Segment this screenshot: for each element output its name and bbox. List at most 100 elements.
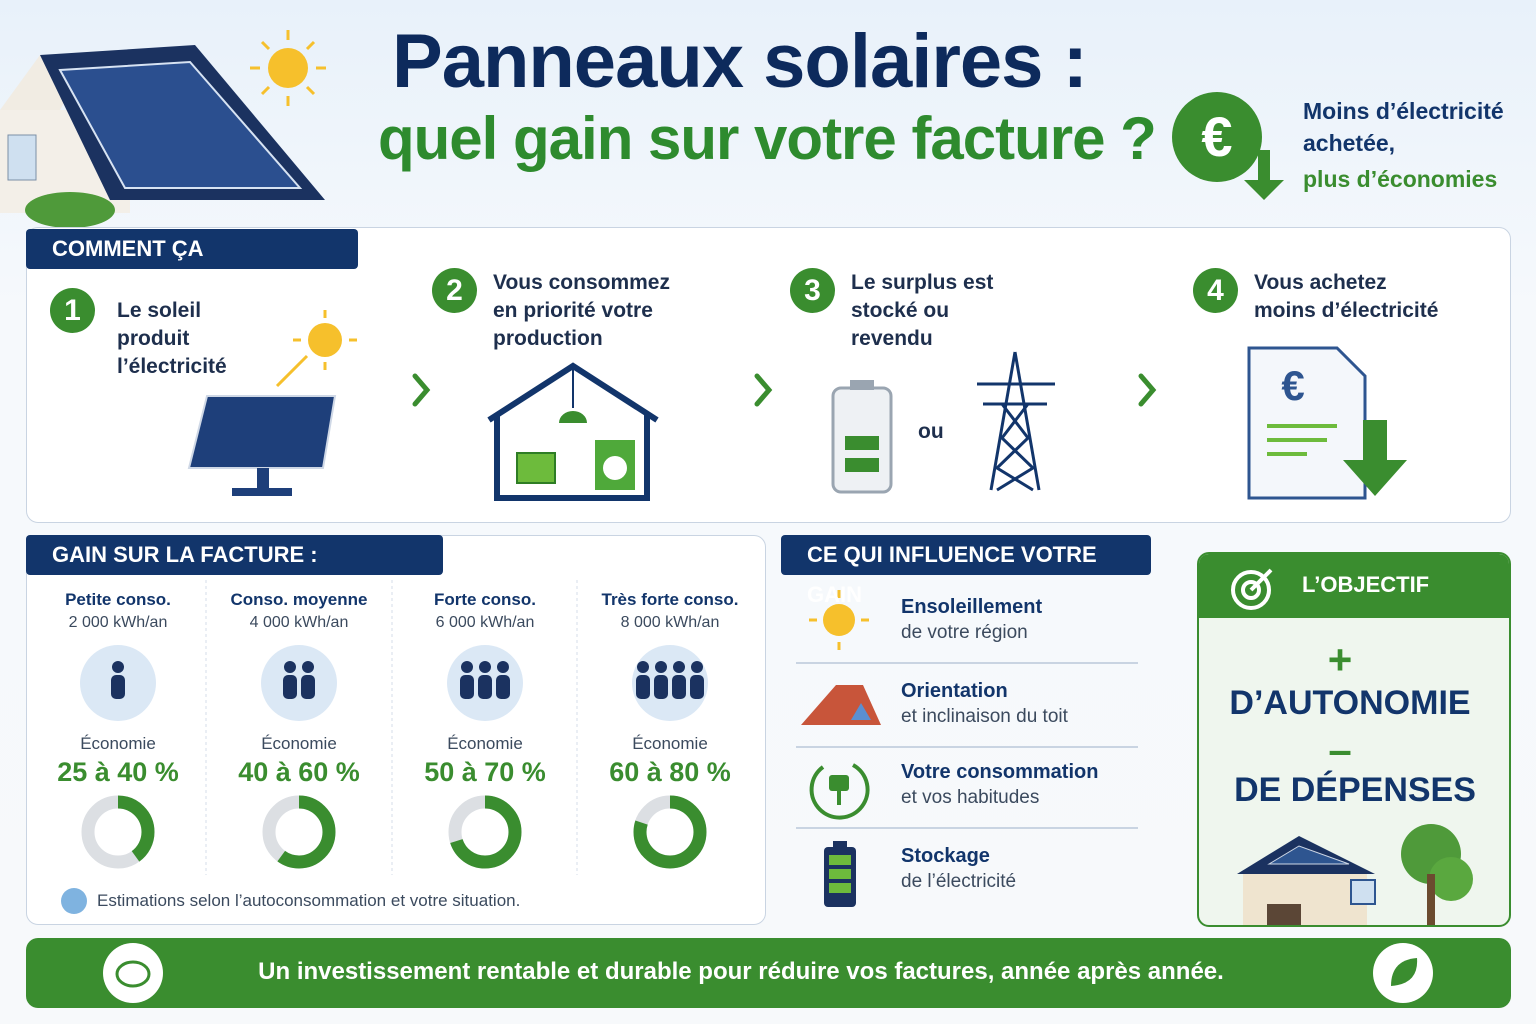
person-head <box>691 661 703 673</box>
factor-text: de l’électricité <box>901 871 1017 892</box>
step-text: production <box>493 327 603 350</box>
step-number: 1 <box>50 288 95 333</box>
house-icon <box>487 362 659 501</box>
example-consumption: 6 000 kWh/an <box>435 614 535 631</box>
factor-divider <box>796 662 1138 664</box>
saving-label: Économie <box>632 734 708 753</box>
person-body <box>672 675 686 699</box>
step-text: Vous achetez <box>1254 271 1387 294</box>
example-consumption: 4 000 kWh/an <box>249 614 349 631</box>
factor-text: et vos habitudes <box>901 787 1040 808</box>
person-body <box>301 675 315 699</box>
factors-area <box>781 535 1151 925</box>
saving-value: 50 à 70 % <box>424 757 546 787</box>
or-label: ou <box>918 420 944 443</box>
goal-house <box>1237 824 1473 925</box>
gauge-arc <box>262 795 336 869</box>
person-head <box>637 661 649 673</box>
person-head <box>284 661 296 673</box>
factor-text: et inclinaison du toit <box>901 706 1068 727</box>
section-title: COMMENT ÇA FONCTIONNE <box>26 229 358 301</box>
factor-title: Votre consommation <box>901 761 1099 783</box>
goal-title: L’OBJECTIF <box>1302 572 1430 597</box>
footer-banner <box>26 938 1511 1008</box>
goal-line: DE DÉPENSES <box>1234 771 1476 809</box>
down-arrow <box>1244 150 1284 200</box>
chevrons <box>412 373 1157 407</box>
saving-label: Économie <box>447 734 523 753</box>
example-label: Conso. moyenne <box>230 590 368 609</box>
battery-icon <box>831 380 893 494</box>
bush <box>25 192 115 228</box>
footer-text: Un investissement rentable et durable po… <box>258 958 1224 985</box>
subtitle: quel gain sur votre facture ? <box>378 105 1157 172</box>
goal-box <box>1197 552 1511 927</box>
examples-graphics <box>61 580 708 914</box>
example-consumption: 8 000 kWh/an <box>620 614 720 631</box>
saving-value: 25 à 40 % <box>57 757 179 787</box>
people-badge <box>261 645 337 721</box>
goal-plus: + <box>1327 636 1353 683</box>
target-icon <box>1231 568 1273 610</box>
pylon-icon <box>977 351 1055 492</box>
sun-factor-icon <box>809 590 869 650</box>
factor-title: Stockage <box>901 845 990 867</box>
factor-title: Ensoleillement <box>901 596 1043 618</box>
euro-sign: € <box>1201 105 1232 168</box>
svg-text:€: € <box>1281 362 1304 409</box>
factor-title: Orientation <box>901 680 1008 702</box>
goal-line: D’AUTONOMIE <box>1229 684 1471 722</box>
example-label: Très forte conso. <box>601 590 739 609</box>
person-head <box>112 661 124 673</box>
person-body <box>478 675 492 699</box>
gauge-arc <box>633 795 707 869</box>
person-head <box>673 661 685 673</box>
example-consumption: 2 000 kWh/an <box>68 614 168 631</box>
note: Estimations selon l’autoconsommation et … <box>97 891 521 910</box>
step-number: 2 <box>432 268 477 313</box>
step-text: en priorité votre <box>493 299 653 322</box>
step-text: Le soleil <box>117 299 202 322</box>
people-badge <box>632 645 708 721</box>
piggy-icon <box>103 943 163 1003</box>
saving-label: Économie <box>80 734 156 753</box>
solar-panel <box>58 60 303 189</box>
step-text: produit <box>117 327 190 350</box>
how-icons: € <box>187 310 1407 501</box>
section-title: GAIN SUR LA FACTURE : EXEMPLES <box>26 535 443 607</box>
person-head <box>302 661 314 673</box>
saving-value: 60 à 80 % <box>609 757 731 787</box>
factor-divider <box>796 746 1138 748</box>
tagline-line: Moins d’électricité <box>1303 98 1504 124</box>
person-head <box>479 661 491 673</box>
step-text: moins d’électricité <box>1254 299 1439 322</box>
factor-divider <box>796 827 1138 829</box>
sun <box>268 48 308 88</box>
tagline-line: plus d’économies <box>1303 166 1498 192</box>
info-icon <box>61 888 87 914</box>
gauge-arc <box>448 795 522 869</box>
battery-factor-icon <box>824 841 856 907</box>
sun-rays <box>250 30 326 106</box>
step-text: Vous consommez <box>493 271 670 294</box>
step-text: revendu <box>851 327 933 350</box>
person-body <box>460 675 474 699</box>
solar-panel-icon <box>187 310 357 496</box>
roof-factor-icon <box>801 685 881 725</box>
goal-minus: – <box>1328 726 1352 773</box>
tagline-line: achetée, <box>1303 130 1396 156</box>
gauge-arc <box>81 795 155 869</box>
bill-icon: € <box>1247 346 1407 500</box>
step-number: 3 <box>790 268 835 313</box>
how-panel: € <box>26 227 1511 523</box>
goal-icons <box>1231 568 1473 925</box>
saving-value: 40 à 60 % <box>238 757 360 787</box>
person-body <box>111 675 125 699</box>
plug-factor-icon <box>809 763 870 820</box>
factor-icons <box>801 590 881 907</box>
title: Panneaux solaires : <box>392 19 1088 104</box>
step-text: l’électricité <box>117 355 227 378</box>
